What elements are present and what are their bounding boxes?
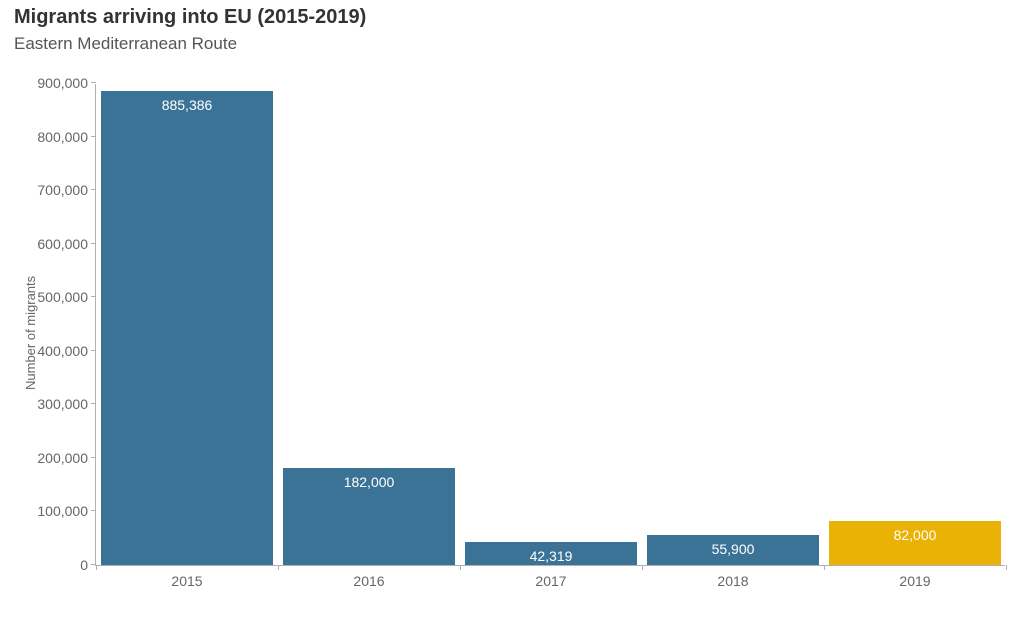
x-tick-label: 2018 — [717, 573, 748, 589]
y-tick-label: 800,000 — [37, 129, 88, 145]
chart-container: Migrants arriving into EU (2015-2019) Ea… — [0, 0, 1021, 619]
chart-subtitle: Eastern Mediterranean Route — [14, 34, 237, 54]
x-tick-mark — [1006, 565, 1007, 570]
y-tick-label: 400,000 — [37, 343, 88, 359]
x-tick-label: 2015 — [171, 573, 202, 589]
bar-value-label: 885,386 — [162, 97, 213, 113]
x-tick-mark — [96, 565, 97, 570]
y-tick-mark — [91, 510, 96, 511]
y-tick-label: 100,000 — [37, 503, 88, 519]
y-tick-mark — [91, 189, 96, 190]
bar-value-label: 42,319 — [530, 548, 573, 564]
y-tick-mark — [91, 350, 96, 351]
y-tick-mark — [91, 403, 96, 404]
y-tick-label: 200,000 — [37, 450, 88, 466]
y-tick-label: 300,000 — [37, 396, 88, 412]
x-tick-mark — [642, 565, 643, 570]
y-tick-label: 0 — [80, 557, 88, 573]
x-tick-label: 2019 — [899, 573, 930, 589]
bar-value-label: 82,000 — [894, 527, 937, 543]
y-tick-label: 500,000 — [37, 289, 88, 305]
plot-inner: 0100,000200,000300,000400,000500,000600,… — [95, 84, 1005, 566]
y-tick-mark — [91, 296, 96, 297]
x-tick-label: 2017 — [535, 573, 566, 589]
y-tick-label: 900,000 — [37, 75, 88, 91]
x-tick-mark — [824, 565, 825, 570]
bar-value-label: 55,900 — [712, 541, 755, 557]
x-tick-label: 2016 — [353, 573, 384, 589]
bar — [101, 91, 274, 565]
y-tick-mark — [91, 136, 96, 137]
x-tick-mark — [278, 565, 279, 570]
chart-title: Migrants arriving into EU (2015-2019) — [14, 6, 366, 29]
y-tick-mark — [91, 243, 96, 244]
y-tick-mark — [91, 82, 96, 83]
x-tick-mark — [460, 565, 461, 570]
y-tick-mark — [91, 457, 96, 458]
y-axis-title: Number of migrants — [23, 276, 38, 390]
plot-area: 0100,000200,000300,000400,000500,000600,… — [95, 84, 1005, 566]
bar-value-label: 182,000 — [344, 474, 395, 490]
y-tick-label: 600,000 — [37, 236, 88, 252]
y-tick-label: 700,000 — [37, 182, 88, 198]
